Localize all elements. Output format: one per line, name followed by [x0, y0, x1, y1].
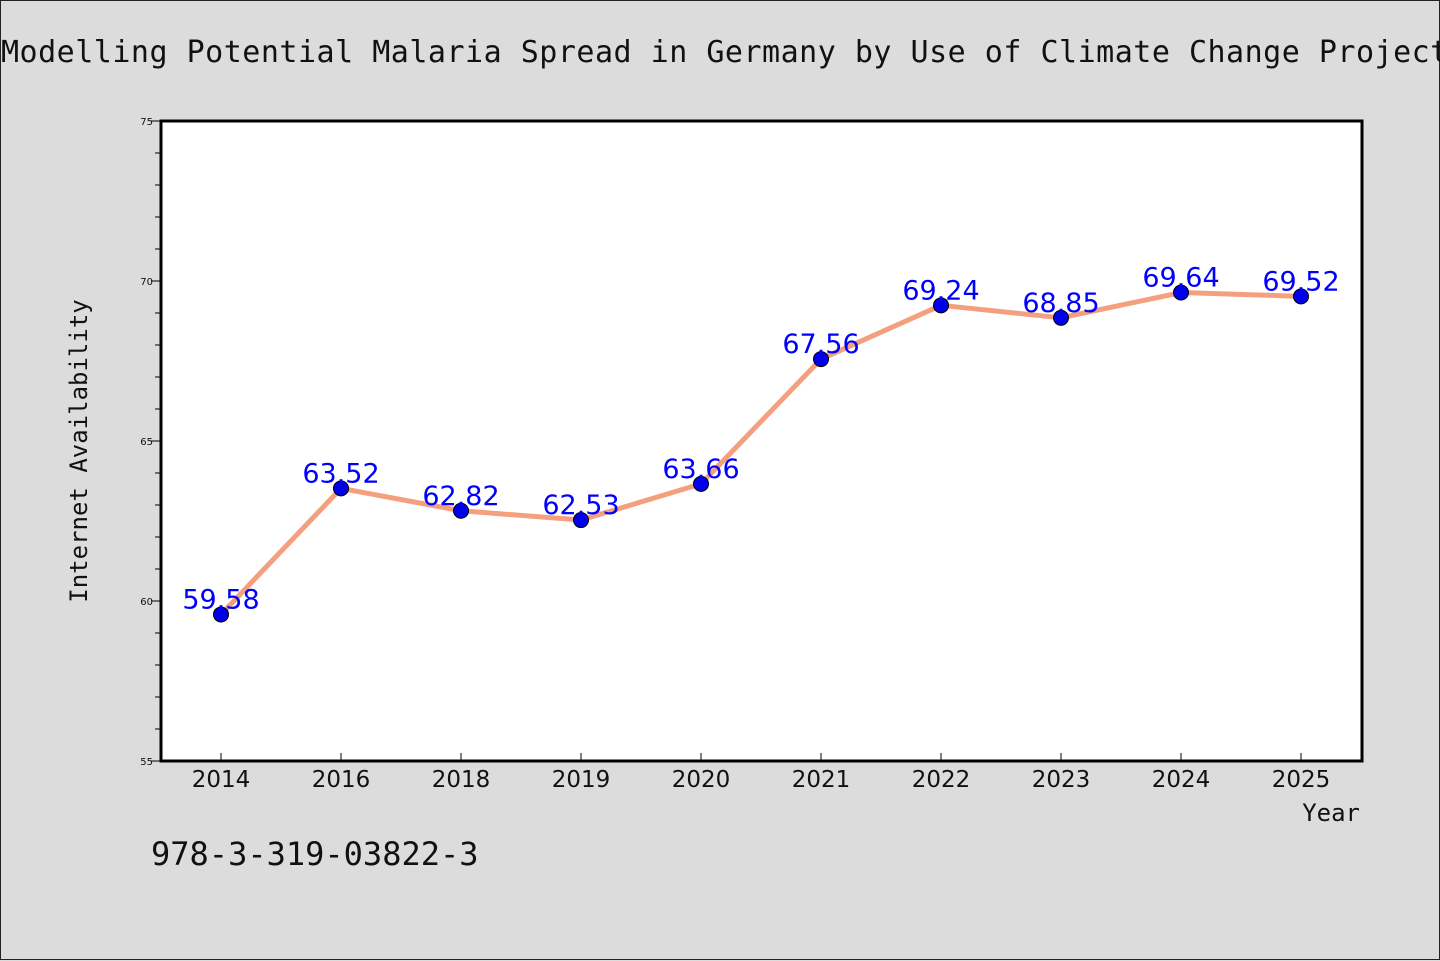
data-label: 68.85 — [1022, 288, 1099, 319]
x-tick-label: 2018 — [432, 767, 491, 793]
data-labels-group: 59.58 63.52 62.82 62.53 63.66 67.56 69.24 68.85… — [182, 263, 1339, 616]
data-point — [213, 606, 229, 623]
data-label: 69.24 — [902, 275, 979, 306]
x-tick-label: 2024 — [1152, 767, 1211, 793]
y-tick-label: 75 — [140, 117, 153, 128]
data-point — [933, 297, 949, 314]
data-point — [453, 502, 469, 519]
data-point — [1293, 288, 1309, 305]
y-axis-ticks: 55 60 65 70 75 — [140, 117, 161, 768]
x-tick-label: 2025 — [1272, 767, 1331, 793]
data-label: 69.64 — [1142, 263, 1219, 294]
y-tick-label: 60 — [140, 597, 153, 608]
data-label: 62.82 — [422, 481, 499, 512]
series-line-group — [213, 284, 1309, 623]
data-point — [1173, 284, 1189, 301]
x-tick-label: 2021 — [792, 767, 851, 793]
data-label: 62.53 — [542, 490, 619, 521]
data-point — [333, 480, 349, 497]
y-tick-label: 70 — [140, 277, 153, 288]
y-tick-label: 65 — [140, 437, 153, 448]
data-label: 63.66 — [662, 454, 739, 485]
chart-title: Modelling Potential Malaria Spread in Ge… — [1, 35, 1440, 70]
data-label: 69.52 — [1262, 266, 1339, 297]
x-tick-label: 2022 — [912, 767, 971, 793]
x-tick-label: 2019 — [552, 767, 611, 793]
data-point — [573, 512, 589, 529]
data-point — [693, 475, 709, 492]
x-axis-ticks: 2014 2016 2018 2019 2020 2021 2022 2023 2024 2025 — [192, 753, 1331, 793]
x-axis-label: Year — [1302, 799, 1360, 827]
data-point — [1053, 309, 1069, 326]
data-point — [813, 351, 829, 368]
footer-isbn: 978-3-319-03822-3 — [151, 835, 479, 873]
x-tick-label: 2020 — [672, 767, 731, 793]
plot-area — [159, 119, 1364, 763]
x-tick-label: 2016 — [312, 767, 371, 793]
data-label: 67.56 — [782, 329, 859, 360]
x-tick-label: 2023 — [1032, 767, 1091, 793]
y-tick-label: 55 — [140, 757, 153, 768]
data-label: 59.58 — [182, 584, 259, 615]
y-axis-label: Internet Availability — [65, 299, 93, 602]
series-line — [218, 290, 1304, 617]
x-tick-label: 2014 — [192, 767, 251, 793]
data-label: 63.52 — [302, 458, 379, 489]
